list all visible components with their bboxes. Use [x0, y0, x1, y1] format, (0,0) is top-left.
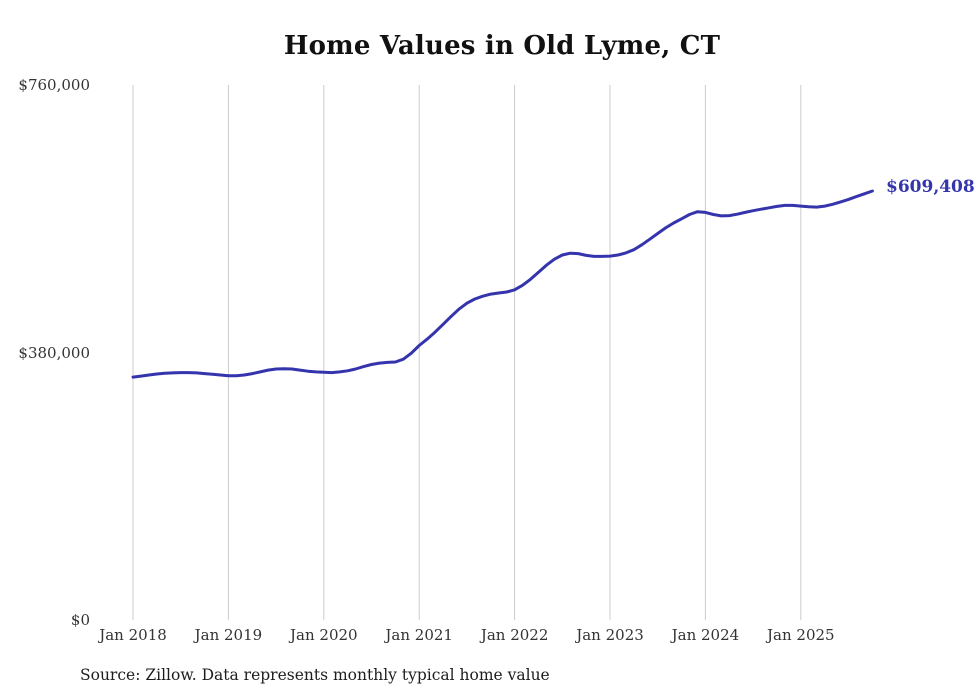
x-axis-tick-label: Jan 2023 — [576, 626, 644, 644]
x-axis-tick-label: Jan 2021 — [385, 626, 453, 644]
home-value-line-series — [131, 189, 874, 379]
x-axis-tick-label: Jan 2024 — [671, 626, 740, 644]
y-axis-tick-label: $0 — [70, 611, 90, 629]
end-value-label: $609,408 — [886, 177, 975, 197]
chart-title: Home Values in Old Lyme, CT — [283, 31, 721, 61]
x-axis-tick-label: Jan 2020 — [290, 626, 358, 644]
x-axis-tick-label: Jan 2019 — [194, 626, 263, 644]
y-axis-tick-label: $760,000 — [18, 76, 90, 94]
y-axis-tick-label: $380,000 — [18, 343, 90, 362]
x-axis-tick-label: Jan 2018 — [99, 626, 167, 644]
source-note: Source: Zillow. Data represents monthly … — [80, 666, 550, 684]
x-axis-tick-label: Jan 2022 — [480, 626, 549, 644]
x-axis-tick-label: Jan 2025 — [767, 626, 835, 644]
